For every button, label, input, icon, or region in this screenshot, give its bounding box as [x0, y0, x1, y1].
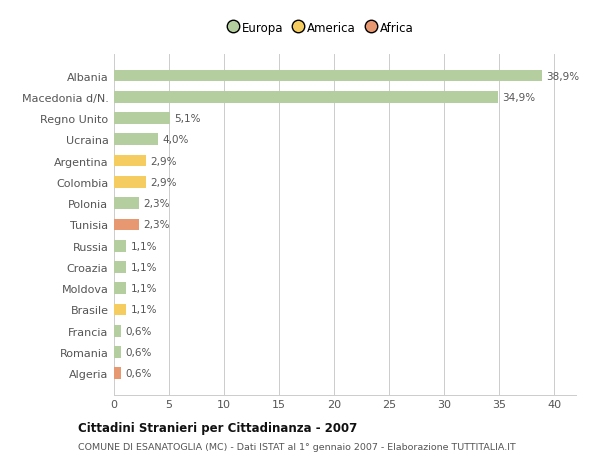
Bar — [114, 219, 139, 231]
Bar — [114, 92, 498, 103]
Text: 1,1%: 1,1% — [131, 241, 157, 251]
Text: 0,6%: 0,6% — [125, 347, 151, 357]
Text: 34,9%: 34,9% — [502, 93, 535, 102]
Text: 4,0%: 4,0% — [163, 135, 189, 145]
Text: 1,1%: 1,1% — [131, 284, 157, 294]
Text: 1,1%: 1,1% — [131, 305, 157, 315]
Bar — [114, 283, 126, 294]
Bar — [114, 304, 126, 316]
Bar — [114, 368, 121, 379]
Text: 2,9%: 2,9% — [151, 156, 177, 166]
Text: 38,9%: 38,9% — [546, 71, 580, 81]
Bar — [114, 156, 146, 167]
Text: 2,9%: 2,9% — [151, 178, 177, 187]
Bar — [114, 198, 139, 209]
Bar — [114, 262, 126, 273]
Text: 5,1%: 5,1% — [175, 114, 201, 124]
Bar — [114, 347, 121, 358]
Bar — [114, 177, 146, 188]
Bar — [114, 134, 158, 146]
Text: 1,1%: 1,1% — [131, 263, 157, 272]
Text: 0,6%: 0,6% — [125, 369, 151, 379]
Bar — [114, 113, 170, 125]
Text: 2,3%: 2,3% — [144, 220, 170, 230]
Text: 2,3%: 2,3% — [144, 199, 170, 209]
Bar — [114, 241, 126, 252]
Text: 0,6%: 0,6% — [125, 326, 151, 336]
Bar — [114, 71, 542, 82]
Text: Cittadini Stranieri per Cittadinanza - 2007: Cittadini Stranieri per Cittadinanza - 2… — [78, 421, 357, 434]
Legend: Europa, America, Africa: Europa, America, Africa — [226, 17, 418, 39]
Bar — [114, 325, 121, 337]
Text: COMUNE DI ESANATOGLIA (MC) - Dati ISTAT al 1° gennaio 2007 - Elaborazione TUTTIT: COMUNE DI ESANATOGLIA (MC) - Dati ISTAT … — [78, 442, 516, 451]
